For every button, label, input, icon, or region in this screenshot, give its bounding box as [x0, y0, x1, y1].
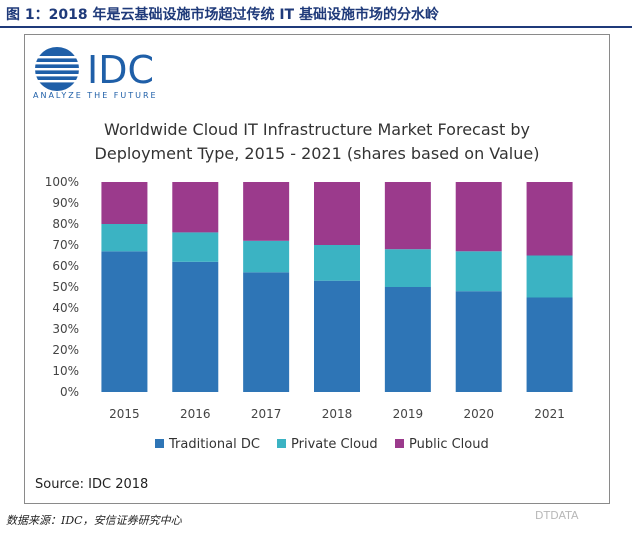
bar-segment — [101, 224, 148, 252]
bar-segment — [384, 182, 431, 250]
bar-segment — [243, 182, 290, 241]
bar-segment — [455, 251, 502, 292]
y-tick-label: 60% — [52, 259, 79, 273]
bar-segment — [455, 182, 502, 252]
chart-title-line: Worldwide Cloud IT Infrastructure Market… — [104, 120, 530, 139]
y-tick-label: 80% — [52, 217, 79, 231]
bar-segment — [243, 240, 290, 273]
x-tick-label: 2016 — [180, 407, 211, 421]
bar-segment — [172, 261, 219, 392]
x-tick-label: 2019 — [393, 407, 424, 421]
y-tick-label: 10% — [52, 364, 79, 378]
bar-segment — [455, 291, 502, 392]
bar-segment — [526, 182, 573, 256]
logo-tagline: ANALYZE THE FUTURE — [33, 91, 158, 100]
y-tick-label: 100% — [45, 175, 79, 189]
x-tick-label: 2020 — [463, 407, 494, 421]
x-tick-label: 2021 — [534, 407, 565, 421]
bar-segment — [101, 251, 148, 392]
bar-segment — [243, 272, 290, 392]
caption-divider — [0, 26, 632, 28]
logo-text: IDC — [87, 48, 154, 92]
legend-label: Private Cloud — [291, 437, 378, 452]
legend-swatch — [277, 439, 286, 448]
bar-segment — [384, 287, 431, 392]
bar-segment — [314, 280, 360, 392]
chart-frame: IDC ANALYZE THE FUTURE Worldwide Cloud I… — [24, 34, 610, 522]
idc-logo: IDC — [35, 47, 154, 92]
globe-icon — [35, 47, 79, 91]
y-tick-label: 90% — [52, 196, 79, 210]
y-tick-label: 30% — [52, 322, 79, 336]
bar-segment — [101, 182, 148, 224]
y-tick-label: 40% — [52, 301, 79, 315]
bar-segment — [384, 249, 431, 287]
bar-segment — [314, 245, 360, 281]
y-tick-label: 0% — [60, 385, 79, 399]
bar-segment — [314, 182, 360, 245]
legend-label: Public Cloud — [409, 437, 489, 452]
legend-swatch — [395, 439, 404, 448]
bar-segment — [526, 297, 573, 392]
stacked-bar-chart: Worldwide Cloud IT Infrastructure Market… — [45, 120, 573, 452]
chart-title-line: Deployment Type, 2015 - 2021 (shares bas… — [95, 144, 540, 163]
figure-caption: 图 1：2018 年是云基础设施市场超过传统 IT 基础设施市场的分水岭 — [6, 7, 439, 23]
bar-segment — [172, 182, 219, 233]
y-tick-label: 70% — [52, 238, 79, 252]
x-tick-label: 2018 — [322, 407, 353, 421]
source-note: Source: IDC 2018 — [35, 477, 149, 492]
y-tick-label: 20% — [52, 343, 79, 357]
x-tick-label: 2017 — [251, 407, 282, 421]
data-source-note: 数据来源：IDC，安信证券研究中心 — [6, 514, 182, 527]
bar-segment — [526, 255, 573, 298]
legend-label: Traditional DC — [168, 437, 260, 452]
x-tick-label: 2015 — [109, 407, 140, 421]
y-tick-label: 50% — [52, 280, 79, 294]
legend-swatch — [155, 439, 164, 448]
watermark: DTDATA — [535, 509, 579, 522]
bar-segment — [172, 232, 219, 262]
